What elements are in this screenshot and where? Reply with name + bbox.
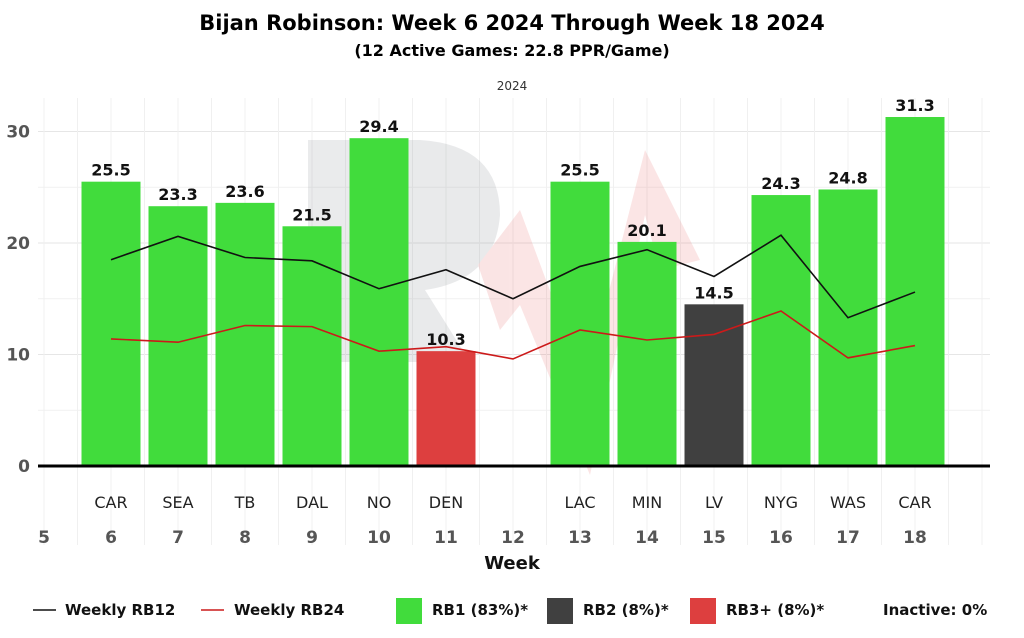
bar-value-label: 10.3 bbox=[426, 330, 465, 349]
legend-label-tier: RB1 (83%)* bbox=[432, 601, 528, 619]
opponent-label: CAR bbox=[94, 493, 127, 512]
x-tick-label: 17 bbox=[836, 528, 860, 548]
legend-label-tier: RB2 (8%)* bbox=[583, 601, 669, 619]
value-labels: 25.5 23.3 23.6 21.5 29.4 10.3 25.5 20.1 14.5 24.3… bbox=[91, 96, 934, 349]
opponent-label: WAS bbox=[830, 493, 866, 512]
series-line-rb12 bbox=[110, 234, 916, 319]
bars bbox=[81, 117, 945, 467]
opponent-label: CAR bbox=[898, 493, 931, 512]
bar-week-18 bbox=[885, 117, 945, 466]
opponent-label: MIN bbox=[632, 493, 663, 512]
bar-value-label: 23.3 bbox=[158, 185, 197, 204]
x-tick-label: 5 bbox=[38, 528, 50, 548]
lines bbox=[110, 234, 916, 360]
x-axis-title: Week bbox=[484, 553, 541, 574]
legend-label-rb24: Weekly RB24 bbox=[234, 601, 344, 619]
x-tick-label: 12 bbox=[501, 528, 525, 548]
x-tick-label: 16 bbox=[769, 528, 793, 548]
y-tick-label: 10 bbox=[6, 346, 30, 366]
y-tick-label: 30 bbox=[6, 123, 30, 143]
bar-value-label: 25.5 bbox=[560, 161, 599, 180]
bar-week-10 bbox=[349, 138, 409, 466]
facet-label: 2024 bbox=[497, 79, 528, 93]
bar-week-8 bbox=[215, 202, 275, 467]
bar-week-6 bbox=[81, 181, 141, 467]
chart-subtitle: (12 Active Games: 22.8 PPR/Game) bbox=[354, 41, 669, 60]
opponent-label: TB bbox=[234, 493, 256, 512]
x-tick-label: 8 bbox=[239, 528, 251, 548]
y-tick-label: 20 bbox=[6, 234, 30, 254]
bar-value-label: 31.3 bbox=[895, 96, 934, 115]
opponent-label: NYG bbox=[764, 493, 798, 512]
bar-week-16 bbox=[751, 195, 811, 466]
opponent-label: SEA bbox=[162, 493, 193, 512]
bar-value-label: 25.5 bbox=[91, 161, 130, 180]
opponent-label: NO bbox=[367, 493, 392, 512]
opponent-label: DAL bbox=[296, 493, 328, 512]
bar-week-14 bbox=[617, 241, 677, 466]
bar-value-label: 21.5 bbox=[292, 205, 331, 224]
opponent-label: LV bbox=[705, 493, 723, 512]
legend-swatch bbox=[690, 598, 716, 624]
legend-label-tier: RB3+ (8%)* bbox=[726, 601, 824, 619]
x-tick-label: 13 bbox=[568, 528, 592, 548]
bar-week-9 bbox=[282, 226, 342, 466]
x-tick-label: 9 bbox=[306, 528, 318, 548]
axes: 0 10 20 30 CAR SEA TB DAL NO DEN LAC MIN LV NYG WAS CAR… bbox=[6, 123, 990, 574]
x-tick-label: 11 bbox=[434, 528, 458, 548]
x-tick-label: 10 bbox=[367, 528, 391, 548]
x-tick-label: 7 bbox=[172, 528, 184, 548]
legend-swatch bbox=[547, 598, 573, 624]
x-tick-label: 6 bbox=[105, 528, 117, 548]
opponent-label: DEN bbox=[429, 493, 463, 512]
bar-value-label: 24.8 bbox=[828, 168, 867, 187]
bar-value-label: 23.6 bbox=[225, 182, 264, 201]
bar-value-label: 14.5 bbox=[694, 283, 733, 302]
legend-label-rb12: Weekly RB12 bbox=[65, 601, 175, 619]
series-line-rb24 bbox=[110, 310, 916, 360]
bar-value-label: 20.1 bbox=[627, 221, 666, 240]
bar-week-17 bbox=[818, 189, 878, 467]
x-tick-label: 14 bbox=[635, 528, 659, 548]
x-tick-label: 18 bbox=[903, 528, 927, 548]
bar-week-11 bbox=[416, 351, 476, 466]
legend-inactive: Inactive: 0% bbox=[883, 601, 987, 619]
bar-value-label: 29.4 bbox=[359, 117, 398, 136]
legend: Weekly RB12 Weekly RB24 RB1 (83%)* RB2 (8%)… bbox=[33, 598, 987, 624]
legend-swatch bbox=[396, 598, 422, 624]
chart-title: Bijan Robinson: Week 6 2024 Through Week… bbox=[199, 11, 825, 35]
y-tick-label: 0 bbox=[18, 457, 30, 477]
bar-week-15 bbox=[684, 304, 744, 466]
opponent-label: LAC bbox=[564, 493, 595, 512]
bar-week-7 bbox=[148, 206, 208, 466]
bar-value-label: 24.3 bbox=[761, 174, 800, 193]
bar-week-13 bbox=[550, 181, 610, 467]
x-tick-label: 15 bbox=[702, 528, 726, 548]
